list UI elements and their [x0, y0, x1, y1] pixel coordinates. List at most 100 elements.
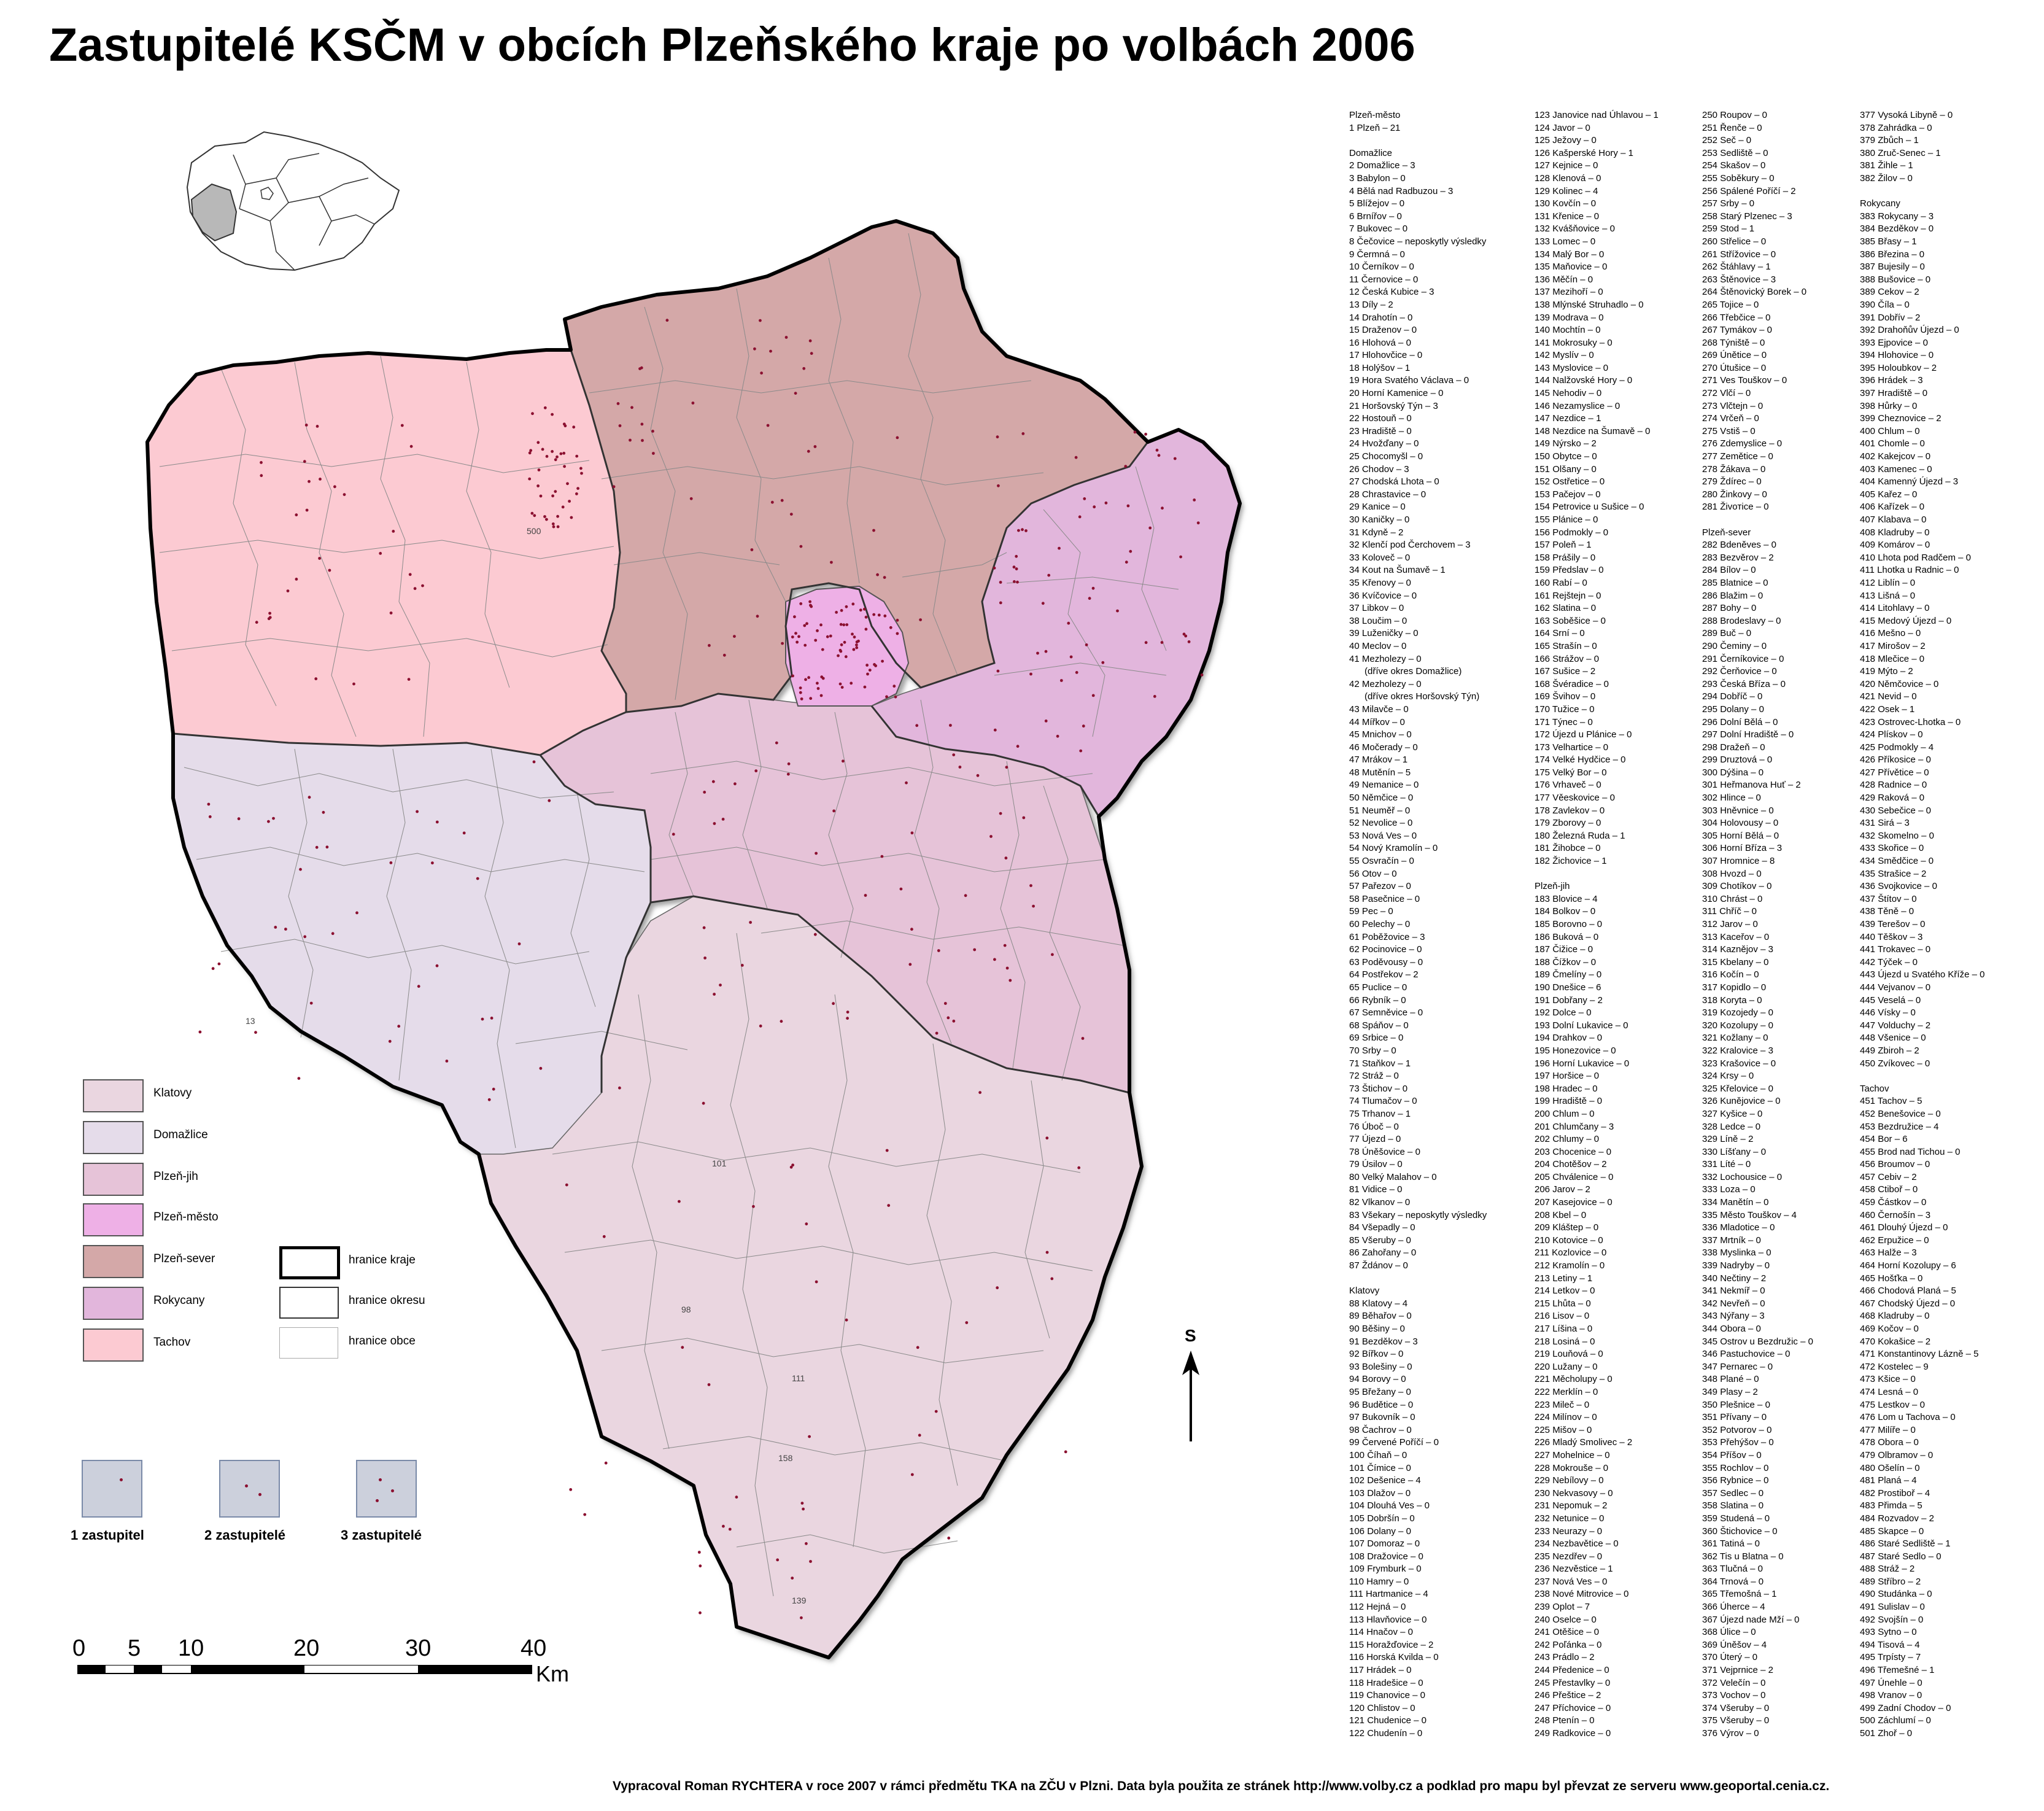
index-entry: 455 Brod nad Tichou – 0: [1860, 1146, 1961, 1157]
index-entry: 416 Mešno – 0: [1860, 628, 1921, 639]
councillor-dot: [308, 479, 311, 483]
index-entry: 444 Vejvanov – 0: [1860, 982, 1931, 993]
councillor-dot: [896, 632, 899, 635]
legend-swatch-plzen-jih: [83, 1163, 144, 1196]
councillor-dot: [865, 664, 869, 667]
index-entry: 162 Slatina – 0: [1535, 603, 1597, 614]
index-entry: 45 Mnichov – 0: [1349, 729, 1412, 740]
index-entry: 487 Staré Sedlo – 0: [1860, 1551, 1941, 1562]
councillor-dot: [1069, 655, 1073, 659]
councillor-dot: [254, 1031, 257, 1034]
index-entry: 136 Měčín – 0: [1535, 274, 1593, 285]
councillor-dot: [1045, 1136, 1049, 1140]
index-entry: 348 Plané – 0: [1702, 1374, 1759, 1385]
councillor-dot: [1079, 749, 1083, 753]
index-entry: 201 Chlumčany – 3: [1535, 1121, 1614, 1132]
councillor-dot: [780, 498, 784, 502]
councillor-dot: [894, 695, 897, 699]
councillor-dot: [689, 497, 693, 500]
councillor-dot: [1187, 640, 1191, 643]
councillor-dot: [1045, 1251, 1049, 1254]
legend-label-municipality-boundary: hranice obce: [349, 1335, 416, 1348]
councillor-dot: [808, 1435, 811, 1438]
councillor-dot: [805, 1222, 808, 1226]
index-column-4: 377 Vysoká Libyně – 0 378 Zahrádka – 0 379…: [1860, 109, 1984, 1740]
index-entry: 20 Horní Kamenice – 0: [1349, 388, 1444, 399]
councillor-dot: [896, 436, 899, 440]
index-entry: 332 Lochousice – 0: [1702, 1171, 1783, 1182]
councillor-dot: [820, 675, 824, 679]
legend-label-plzen-sever: Plzeň-sever: [153, 1252, 215, 1265]
councillor-dot: [851, 602, 855, 606]
councillor-dot: [789, 513, 793, 516]
index-entry: 22 Hostouň – 0: [1349, 413, 1412, 424]
legend-dot: [376, 1499, 379, 1502]
index-entry: 445 Veselá – 0: [1860, 995, 1921, 1006]
councillor-dot: [618, 424, 622, 427]
councillor-dot: [1016, 580, 1019, 584]
index-entry: 311 Chříč – 0: [1702, 906, 1757, 917]
councillor-dot: [791, 1163, 794, 1167]
councillor-dot: [331, 932, 335, 936]
councillor-dot: [528, 451, 532, 455]
index-entry: 375 Všeruby – 0: [1702, 1715, 1770, 1726]
index-entry: 309 Chotíkov – 0: [1702, 881, 1772, 892]
index-entry: 200 Chlum – 0: [1535, 1108, 1595, 1119]
index-entry: 152 Ostřetice – 0: [1535, 476, 1605, 487]
scale-tick-label: 40: [521, 1635, 547, 1661]
councillor-dot: [678, 1200, 681, 1203]
councillor-dot: [722, 1524, 725, 1528]
index-entry: 345 Ostrov u Bezdružic – 0: [1702, 1336, 1813, 1347]
councillor-dot: [776, 1558, 780, 1562]
index-entry: 287 Bohy – 0: [1702, 603, 1757, 614]
index-entry: 486 Staré Sedliště – 1: [1860, 1538, 1951, 1549]
index-entry: 84 Všepadly – 0: [1349, 1222, 1415, 1233]
district-polygons: [147, 220, 1241, 1658]
councillor-dot: [999, 812, 1002, 815]
index-entry: 458 Ctiboř – 0: [1860, 1184, 1918, 1195]
index-entry: 72 Stráž – 0: [1349, 1071, 1399, 1082]
councillor-dot: [379, 552, 382, 555]
councillor-dot: [400, 424, 404, 427]
councillor-dot: [958, 766, 962, 769]
index-entry: 78 Úněšovice – 0: [1349, 1146, 1420, 1157]
index-entry: 9 Čermná – 0: [1349, 249, 1405, 260]
index-entry: 103 Dlažov – 0: [1349, 1487, 1411, 1499]
index-entry: 394 Hlohovice – 0: [1860, 350, 1934, 361]
index-entry: 128 Klenová – 0: [1535, 173, 1601, 184]
councillor-dot: [999, 581, 1002, 584]
councillor-dot: [1067, 621, 1070, 625]
councillor-dot: [1015, 554, 1018, 558]
councillor-dot: [815, 851, 818, 855]
index-entry: 110 Hamry – 0: [1349, 1576, 1409, 1587]
councillor-dot: [826, 635, 829, 638]
index-entry: 286 Blažim – 0: [1702, 590, 1763, 601]
index-entry: 120 Chlistov – 0: [1349, 1702, 1415, 1713]
index-entry: 364 Trnová – 0: [1702, 1576, 1764, 1587]
index-entry: 231 Nepomuk – 2: [1535, 1500, 1608, 1511]
councillor-dot: [490, 1017, 494, 1020]
index-entry: 497 Únehle – 0: [1860, 1677, 1922, 1688]
index-entry: 82 Vlkanov – 0: [1349, 1197, 1411, 1208]
index-entry: 373 Vochov – 0: [1702, 1690, 1766, 1701]
index-entry: 380 Zruč-Senec – 1: [1860, 147, 1941, 158]
councillor-dot: [565, 1183, 568, 1187]
councillor-dot: [539, 494, 543, 498]
index-entry: 451 Tachov – 5: [1860, 1096, 1922, 1107]
councillor-dot: [885, 1149, 889, 1152]
councillor-dot: [517, 942, 521, 945]
councillor-dot: [397, 1025, 401, 1028]
councillor-dot: [618, 1086, 621, 1090]
councillor-dot: [978, 1091, 981, 1094]
councillor-dot: [237, 817, 241, 821]
councillor-dot: [579, 467, 583, 470]
index-entry: 470 Kokašice – 2: [1860, 1336, 1931, 1347]
index-entry: 376 Výrov – 0: [1702, 1728, 1759, 1739]
index-entry: 33 Koloveč – 0: [1349, 552, 1411, 563]
index-entry: 297 Dolní Hradiště – 0: [1702, 729, 1794, 740]
councillor-dot: [855, 646, 859, 650]
councillor-dot: [1144, 641, 1148, 645]
index-entry: 350 Plešnice – 0: [1702, 1399, 1770, 1410]
councillor-dot: [1041, 602, 1045, 605]
index-entry: 4 Bělá nad Radbuzou – 3: [1349, 185, 1454, 196]
